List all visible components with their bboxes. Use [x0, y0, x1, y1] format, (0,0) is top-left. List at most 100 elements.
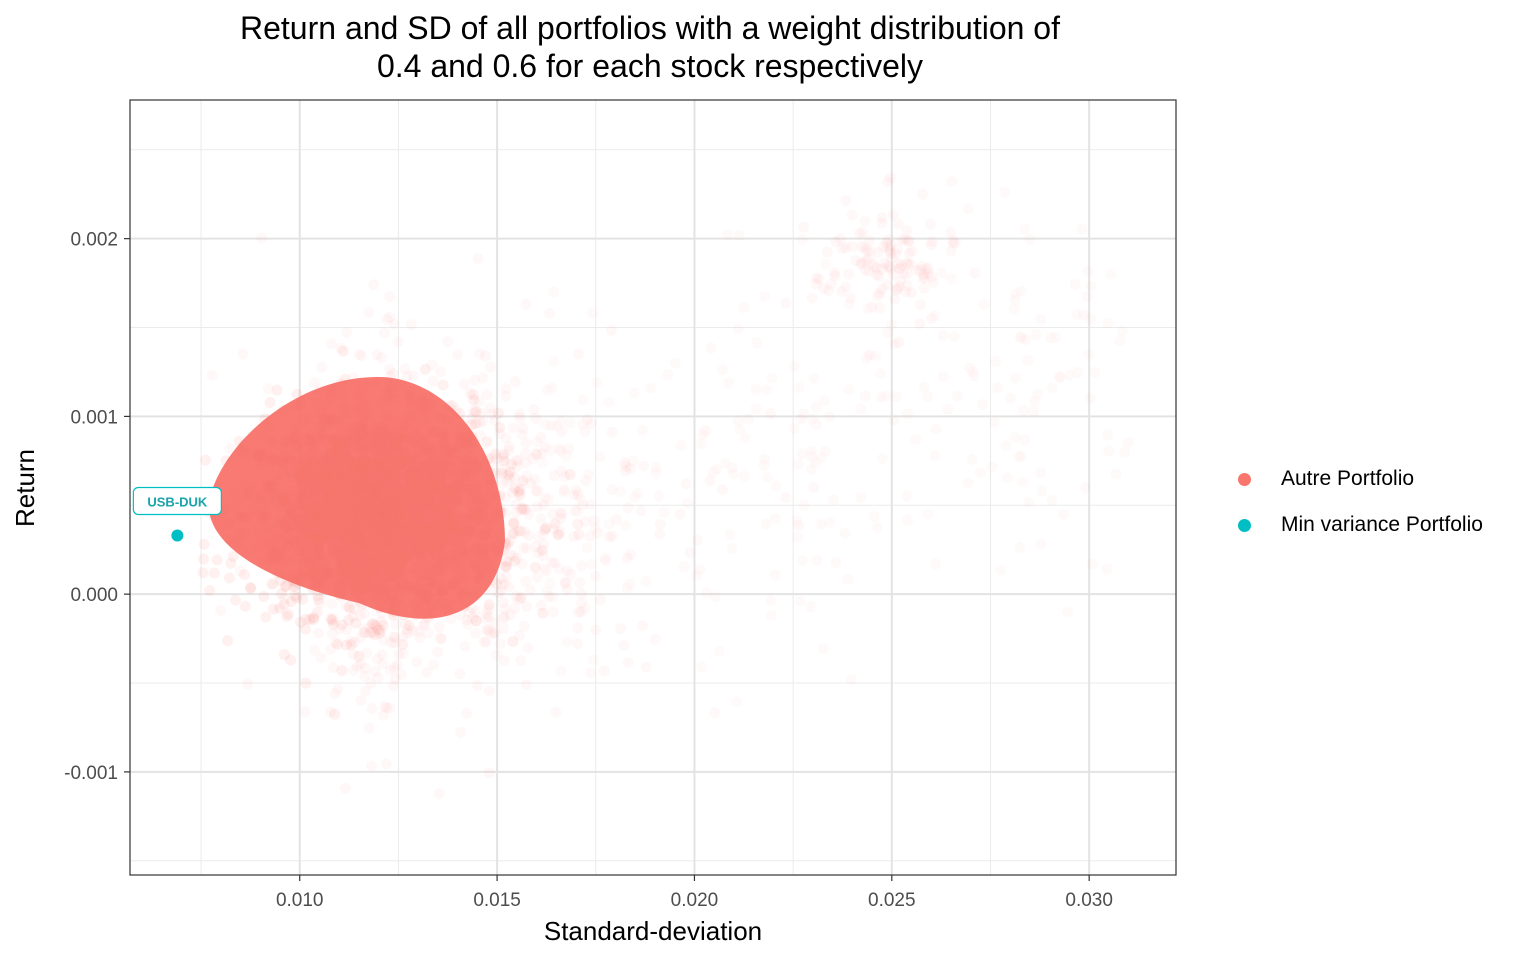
portfolio-point [391, 528, 403, 540]
portfolio-point [389, 469, 401, 481]
portfolio-point [358, 583, 370, 595]
portfolio-point [349, 537, 361, 549]
portfolio-point [313, 481, 325, 493]
portfolio-point [407, 394, 419, 406]
portfolio-point [373, 504, 385, 516]
portfolio-point [300, 540, 312, 552]
portfolio-point [421, 590, 433, 602]
portfolio-point [397, 578, 409, 590]
portfolio-point [422, 473, 434, 485]
portfolio-point [373, 624, 385, 636]
portfolio-point [340, 556, 352, 568]
portfolio-point [385, 473, 397, 485]
portfolio-point [893, 336, 905, 348]
portfolio-point [411, 656, 423, 668]
portfolio-point [417, 520, 429, 532]
portfolio-point [509, 527, 521, 539]
portfolio-point [465, 590, 477, 602]
portfolio-point [493, 528, 505, 540]
portfolio-point [341, 540, 353, 552]
portfolio-point [432, 522, 444, 534]
portfolio-point [346, 533, 358, 545]
portfolio-point [337, 477, 349, 489]
portfolio-point [379, 435, 391, 447]
portfolio-point [515, 525, 527, 537]
portfolio-point [329, 442, 341, 454]
portfolio-point [432, 526, 444, 538]
portfolio-point [268, 454, 280, 466]
portfolio-point [529, 474, 541, 486]
portfolio-point [824, 411, 835, 422]
portfolio-point [915, 299, 927, 311]
portfolio-point [578, 394, 589, 405]
portfolio-point [459, 475, 471, 487]
portfolio-point [877, 453, 888, 464]
portfolio-point [329, 469, 341, 481]
portfolio-point [370, 570, 382, 582]
portfolio-point [348, 484, 360, 496]
portfolio-point [300, 677, 312, 689]
portfolio-point [332, 440, 344, 452]
portfolio-point [368, 488, 380, 500]
portfolio-point [436, 479, 448, 491]
portfolio-point [442, 489, 454, 501]
portfolio-point [949, 331, 960, 342]
portfolio-point [514, 489, 526, 501]
portfolio-point [354, 503, 366, 515]
portfolio-point [348, 497, 360, 509]
portfolio-point [405, 476, 417, 488]
portfolio-point [491, 577, 503, 589]
portfolio-point [346, 495, 358, 507]
portfolio-point [405, 550, 417, 562]
y-tick-label: 0.001 [70, 407, 118, 428]
portfolio-point [910, 434, 921, 445]
portfolio-point [352, 465, 364, 477]
portfolio-point [348, 664, 360, 676]
portfolio-point [438, 444, 450, 456]
portfolio-point [211, 554, 223, 566]
portfolio-point [352, 498, 364, 510]
portfolio-point [351, 584, 363, 596]
portfolio-point [389, 528, 401, 540]
portfolio-point [452, 481, 464, 493]
portfolio-point [818, 283, 830, 295]
portfolio-point [327, 542, 339, 554]
portfolio-point [451, 492, 463, 504]
portfolio-point [363, 508, 375, 520]
portfolio-point [872, 522, 883, 533]
portfolio-point [323, 476, 335, 488]
portfolio-point [467, 457, 479, 469]
legend-label-min-variance: Min variance Portfolio [1281, 513, 1483, 536]
portfolio-point [398, 524, 410, 536]
portfolio-point [263, 481, 275, 493]
portfolio-point [464, 442, 476, 454]
portfolio-point [463, 450, 475, 462]
portfolio-point [338, 578, 350, 590]
portfolio-point [313, 501, 325, 513]
portfolio-point [349, 529, 361, 541]
portfolio-point [291, 443, 303, 455]
portfolio-point [426, 492, 438, 504]
portfolio-point [324, 525, 336, 537]
portfolio-point [413, 532, 425, 544]
portfolio-point [835, 233, 847, 245]
portfolio-point [491, 545, 503, 557]
portfolio-point [433, 621, 445, 633]
portfolio-point [371, 556, 383, 568]
portfolio-point [876, 211, 888, 223]
portfolio-point [437, 459, 449, 471]
portfolio-point [334, 414, 346, 426]
portfolio-point [407, 537, 419, 549]
portfolio-point [422, 487, 434, 499]
portfolio-point [556, 446, 567, 457]
portfolio-point [423, 497, 435, 509]
portfolio-point [346, 460, 358, 472]
portfolio-point [347, 556, 359, 568]
portfolio-point [429, 481, 441, 493]
portfolio-point [285, 555, 297, 567]
portfolio-point [399, 535, 411, 547]
portfolio-point [304, 529, 316, 541]
portfolio-point [918, 282, 930, 294]
portfolio-point [301, 525, 313, 537]
portfolio-point [290, 579, 302, 591]
